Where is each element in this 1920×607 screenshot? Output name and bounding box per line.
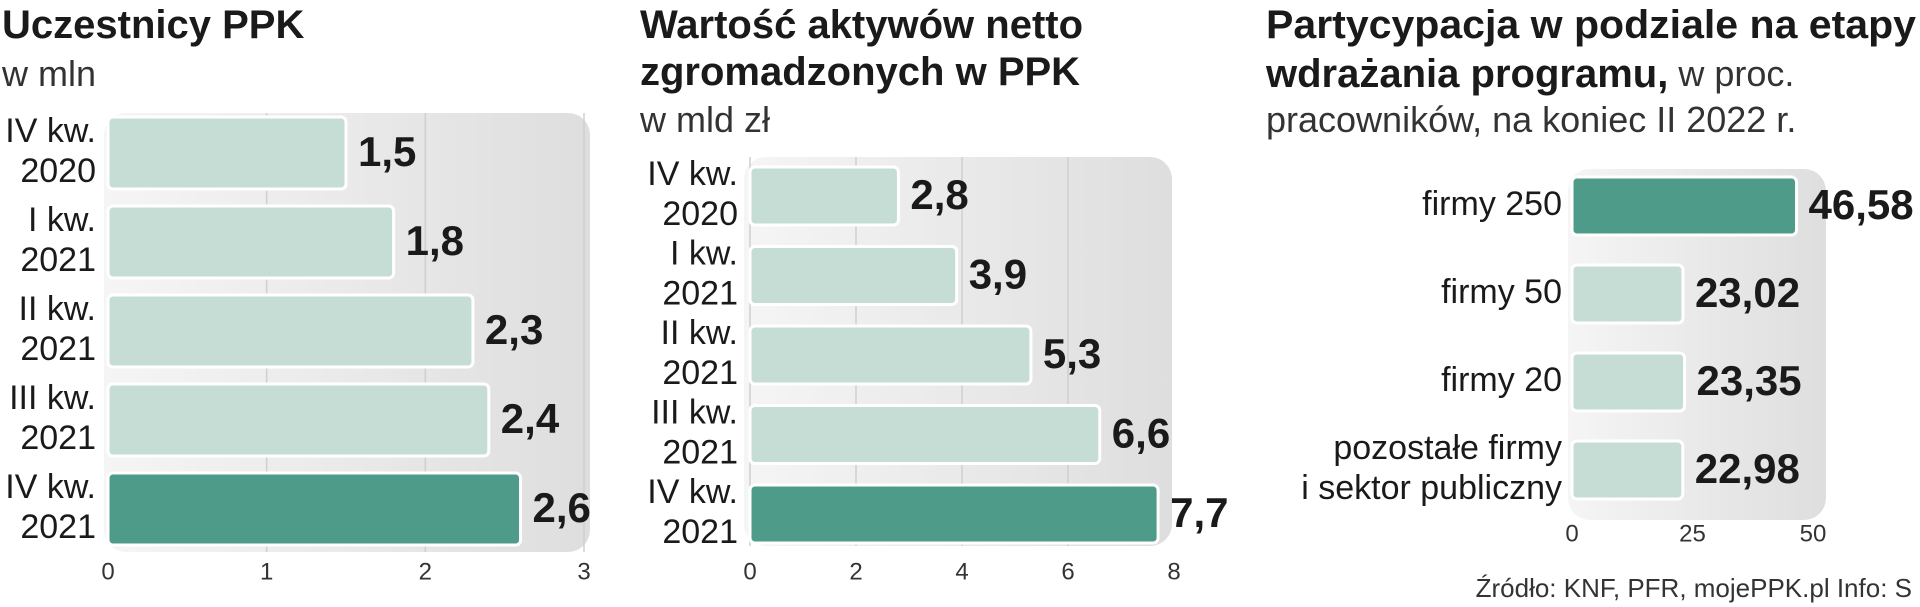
y-tick-label: firmy 20: [1441, 361, 1562, 399]
bar: [106, 293, 475, 369]
y-tick-label: 2021: [20, 241, 96, 279]
x-tick-label: 8: [1167, 558, 1180, 585]
y-tick-label: 2021: [20, 419, 96, 457]
value-label: 23,02: [1695, 269, 1800, 316]
bar: [1570, 263, 1685, 325]
x-tick-label: 1: [260, 558, 273, 585]
x-tick-label: 50: [1800, 520, 1827, 547]
x-tick-label: 6: [1061, 558, 1074, 585]
chart-title: Partycypacja w podziale na etapy: [1266, 3, 1917, 47]
x-tick-label: 2: [849, 558, 862, 585]
bar: [1570, 351, 1687, 413]
y-tick-label: pozostałe firmy: [1333, 429, 1562, 467]
bar: [748, 404, 1102, 465]
title-line: zgromadzonych w PPK: [640, 50, 1080, 94]
y-tick-label: 2020: [662, 195, 738, 233]
chart-title: zgromadzonych w PPK: [640, 50, 1080, 94]
y-tick-label: firmy 250: [1422, 185, 1562, 223]
title-line: Uczestnicy PPK: [2, 3, 304, 47]
value-label: 6,6: [1112, 410, 1170, 457]
value-label: 2,4: [501, 395, 560, 442]
value-label: 2,6: [533, 484, 591, 531]
title-line: pracowników, na koniec II 2022 r.: [1266, 99, 1796, 140]
y-tick-label: I kw.: [28, 201, 96, 239]
x-tick-label: 25: [1679, 520, 1706, 547]
source: Źródło: KNF, PFR, mojePPK.pl Info: S: [1476, 573, 1912, 603]
y-tick-label: IV kw.: [5, 468, 96, 506]
chart-title: Uczestnicy PPK: [2, 3, 304, 47]
value-label: 1,8: [406, 217, 464, 264]
chart-subtitle: w mln: [1, 53, 96, 94]
y-tick-label: II kw.: [661, 314, 738, 352]
bar: [106, 115, 348, 191]
value-label: 23,35: [1697, 357, 1802, 404]
title-line: Partycypacja w podziale na etapy: [1266, 3, 1917, 47]
y-tick-label: 2021: [20, 330, 96, 368]
x-tick-label: 4: [955, 558, 968, 585]
x-tick-label: 0: [101, 558, 114, 585]
y-tick-label: 2021: [20, 508, 96, 546]
value-label: 3,9: [969, 251, 1027, 298]
value-label: 5,3: [1043, 330, 1101, 377]
y-tick-label: 2021: [662, 513, 738, 551]
y-tick-label: I kw.: [670, 234, 738, 272]
bar: [748, 245, 959, 306]
title-line: w mln: [1, 53, 96, 94]
y-tick-label: IV kw.: [5, 112, 96, 150]
y-tick-label: firmy 50: [1441, 273, 1562, 311]
y-tick-label: 2021: [662, 433, 738, 471]
title-line: Wartość aktywów netto: [640, 3, 1083, 47]
chart-subtitle: w mld zł: [639, 99, 770, 140]
y-tick-label: III kw.: [9, 379, 96, 417]
value-label: 46,58: [1809, 181, 1914, 228]
chart-title: Wartość aktywów netto: [640, 3, 1083, 47]
y-tick-label: 2021: [662, 274, 738, 312]
plot-background: [1568, 169, 1826, 520]
y-tick-label: III kw.: [651, 393, 738, 431]
y-tick-label: 2020: [20, 152, 96, 190]
title-line: w mld zł: [639, 99, 770, 140]
value-label: 22,98: [1695, 445, 1800, 492]
x-tick-label: 2: [419, 558, 432, 585]
bar: [106, 204, 396, 280]
chart-subtitle: pracowników, na koniec II 2022 r.: [1266, 99, 1796, 140]
y-tick-label: 2021: [662, 354, 738, 392]
y-tick-label: II kw.: [19, 290, 96, 328]
bar: [748, 165, 900, 227]
value-label: 2,3: [485, 306, 543, 353]
bar: [748, 324, 1033, 386]
value-label: 1,5: [358, 128, 416, 175]
bar: [1570, 439, 1685, 501]
y-tick-label: IV kw.: [647, 473, 738, 511]
chart-subtitle: w proc.: [1677, 53, 1794, 94]
bar: [1570, 175, 1799, 237]
y-tick-label: i sektor publiczny: [1301, 469, 1562, 507]
value-label: 7,7: [1170, 489, 1228, 536]
y-tick-label: IV kw.: [647, 155, 738, 193]
x-tick-label: 0: [743, 558, 756, 585]
x-tick-label: 0: [1565, 520, 1578, 547]
bar: [106, 471, 523, 547]
title-line: wdrażania programu, w proc.: [1265, 52, 1794, 96]
bar: [748, 483, 1160, 545]
x-tick-label: 3: [577, 558, 590, 585]
value-label: 2,8: [910, 171, 968, 218]
bar: [106, 382, 491, 458]
chart-title: wdrażania programu,: [1265, 52, 1668, 96]
